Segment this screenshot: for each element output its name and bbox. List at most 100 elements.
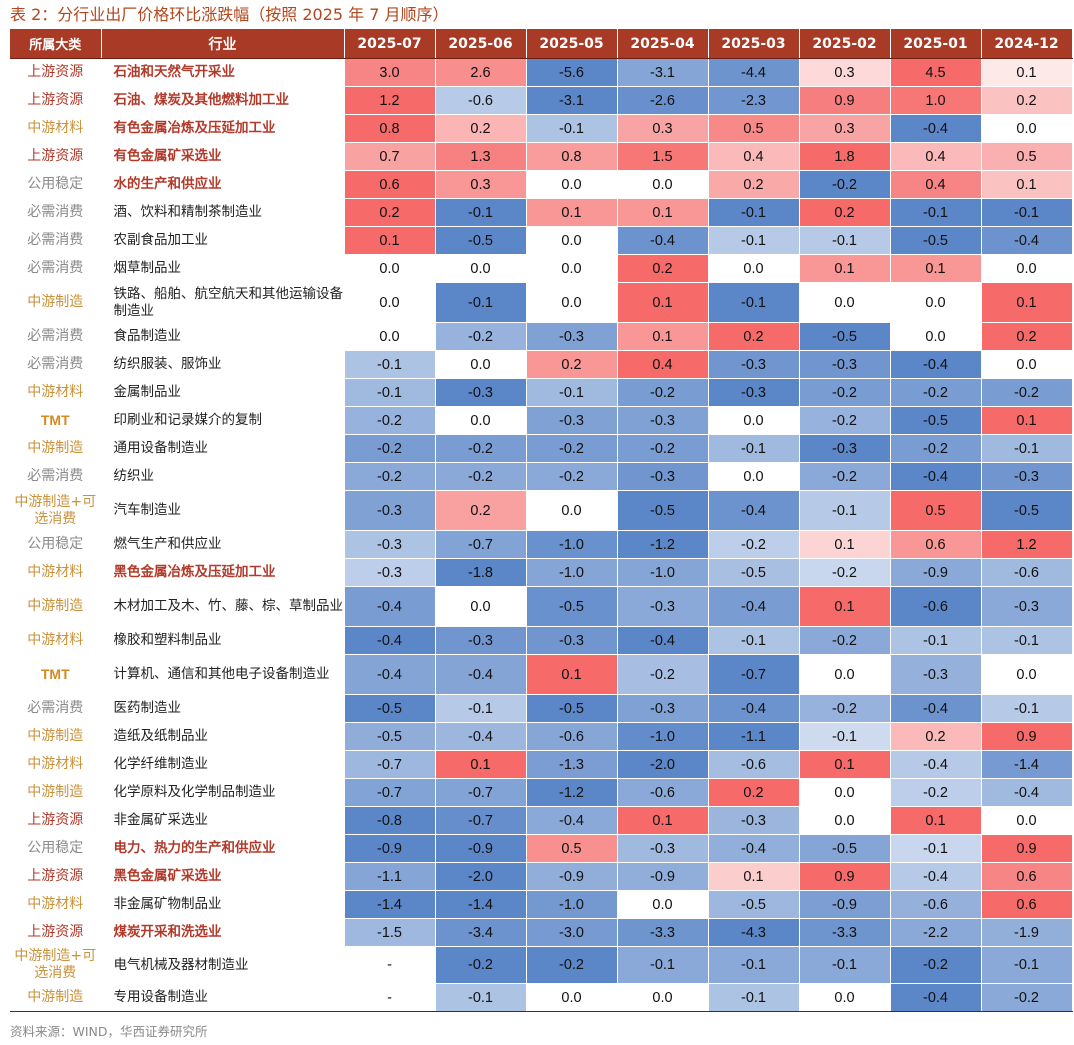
value-cell: -0.5 xyxy=(708,890,800,919)
value-cell: -0.6 xyxy=(981,558,1073,587)
value-cell: -0.3 xyxy=(799,434,891,463)
table-row: 中游材料 有色金属冶炼及压延加工业 0.8 0.2 -0.1 0.3 0.5 0.3 -0.4 0… xyxy=(10,114,1073,143)
value-cell: -0.6 xyxy=(890,586,982,627)
industry-cell: 金属制品业 xyxy=(101,378,345,407)
value-cell: -0.7 xyxy=(435,530,527,559)
month-column-header: 2025-03 xyxy=(708,29,800,59)
value-cell: -0.1 xyxy=(981,694,1073,723)
category-cell: 上游资源 xyxy=(10,142,102,171)
value-cell: -0.1 xyxy=(708,626,800,655)
value-cell: -0.4 xyxy=(344,626,436,655)
value-cell: -0.3 xyxy=(617,406,709,435)
value-cell: -0.1 xyxy=(435,694,527,723)
value-cell: -0.4 xyxy=(617,626,709,655)
table-row: 上游资源 有色金属矿采选业 0.7 1.3 0.8 1.5 0.4 1.8 0.4 0.5 xyxy=(10,142,1073,171)
category-cell: 必需消费 xyxy=(10,322,102,351)
value-cell: 0.4 xyxy=(617,350,709,379)
industry-cell: 非金属矿采选业 xyxy=(101,806,345,835)
month-column-header: 2024-12 xyxy=(981,29,1073,59)
value-cell: 0.0 xyxy=(981,254,1073,283)
table-row: 中游制造 化学原料及化学制品制造业 -0.7 -0.7 -1.2 -0.6 0.2 0.0 -0… xyxy=(10,778,1073,807)
month-column-header: 2025-05 xyxy=(526,29,618,59)
category-cell: 中游材料 xyxy=(10,378,102,407)
value-cell: 0.2 xyxy=(981,86,1073,115)
value-cell: -1.0 xyxy=(526,558,618,587)
value-cell: -0.4 xyxy=(435,722,527,751)
value-cell: -0.3 xyxy=(799,350,891,379)
table-row: 必需消费 酒、饮料和精制茶制造业 0.2 -0.1 0.1 0.1 -0.1 0.2 -0.1-… xyxy=(10,198,1073,227)
value-cell: -0.1 xyxy=(890,626,982,655)
table-row: 必需消费 医药制造业 -0.5 -0.1 -0.5 -0.3 -0.4 -0.2 -0.4 -0.… xyxy=(10,694,1073,723)
value-cell: 1.3 xyxy=(435,142,527,171)
value-cell: -0.2 xyxy=(435,946,527,984)
category-cell: 公用稳定 xyxy=(10,170,102,199)
table-row: 必需消费 农副食品加工业 0.1 -0.5 0.0 -0.4 -0.1 -0.1 -0.5 -0.… xyxy=(10,226,1073,255)
value-cell: -4.3 xyxy=(708,918,800,947)
table-row: TMT 计算机、通信和其他电子设备制造业 -0.4 -0.4 0.1 -0.2 -0.7 0.… xyxy=(10,654,1073,695)
category-column-header: 所属大类 xyxy=(10,29,102,59)
table-row: 上游资源 非金属矿采选业 -0.8 -0.7 -0.4 0.1 -0.3 0.0 0.1 0.0 xyxy=(10,806,1073,835)
value-cell: -0.4 xyxy=(890,862,982,891)
industry-cell: 黑色金属冶炼及压延加工业 xyxy=(101,558,345,587)
table-row: 中游材料 橡胶和塑料制品业 -0.4 -0.3 -0.3 -0.4 -0.1 -0.2 -0.1… xyxy=(10,626,1073,655)
value-cell: -0.3 xyxy=(708,378,800,407)
value-cell: -0.1 xyxy=(526,114,618,143)
value-cell: -0.3 xyxy=(708,350,800,379)
industry-cell: 非金属矿物制品业 xyxy=(101,890,345,919)
value-cell: 0.0 xyxy=(799,282,891,323)
value-cell: -1.8 xyxy=(435,558,527,587)
value-cell: 0.0 xyxy=(617,890,709,919)
value-cell: 0.0 xyxy=(526,490,618,531)
value-cell: 1.5 xyxy=(617,142,709,171)
value-cell: -0.3 xyxy=(617,462,709,491)
value-cell: 0.0 xyxy=(799,778,891,807)
value-cell: 1.2 xyxy=(981,530,1073,559)
value-cell: 0.0 xyxy=(981,806,1073,835)
value-cell: -0.3 xyxy=(526,406,618,435)
value-cell: 0.0 xyxy=(617,170,709,199)
table-row: 上游资源 石油、煤炭及其他燃料加工业 1.2 -0.6 -3.1 -2.6 -2.3 0.9 1… xyxy=(10,86,1073,115)
category-cell: 必需消费 xyxy=(10,198,102,227)
table-row: 中游制造 铁路、船舶、航空航天和其他运输设备制造业 0.0 -0.1 0.0 0.1 -0.… xyxy=(10,282,1073,323)
value-cell: -0.1 xyxy=(799,946,891,984)
value-cell: -0.1 xyxy=(617,946,709,984)
value-cell: 0.5 xyxy=(526,834,618,863)
value-cell: -3.1 xyxy=(617,58,709,87)
value-cell: 0.1 xyxy=(344,226,436,255)
value-cell: -0.2 xyxy=(799,558,891,587)
industry-cell: 有色金属冶炼及压延加工业 xyxy=(101,114,345,143)
value-cell: 0.1 xyxy=(617,282,709,323)
value-cell: 0.0 xyxy=(344,254,436,283)
value-cell: -0.1 xyxy=(708,946,800,984)
value-cell: -0.3 xyxy=(526,626,618,655)
value-cell: -0.5 xyxy=(799,834,891,863)
price-change-table: 所属大类 行业 2025-07 2025-06 2025-05 2025-04 … xyxy=(10,29,1073,1012)
industry-cell: 有色金属矿采选业 xyxy=(101,142,345,171)
value-cell: 0.2 xyxy=(890,722,982,751)
value-cell: -2.0 xyxy=(617,750,709,779)
value-cell: 0.6 xyxy=(344,170,436,199)
value-cell: 0.0 xyxy=(617,983,709,1012)
value-cell: 0.3 xyxy=(799,114,891,143)
value-cell: -2.6 xyxy=(617,86,709,115)
value-cell: 0.9 xyxy=(799,862,891,891)
value-cell: 0.0 xyxy=(708,254,800,283)
category-cell: 必需消费 xyxy=(10,462,102,491)
month-column-header: 2025-07 xyxy=(344,29,436,59)
value-cell: -0.4 xyxy=(890,114,982,143)
value-cell: 0.0 xyxy=(981,350,1073,379)
value-cell: 0.2 xyxy=(617,254,709,283)
month-column-header: 2025-04 xyxy=(617,29,709,59)
value-cell: -0.4 xyxy=(344,586,436,627)
value-cell: -2.2 xyxy=(890,918,982,947)
category-cell: 中游材料 xyxy=(10,626,102,655)
source-note: 资料来源：WIND，华西证券研究所 xyxy=(10,1024,208,1039)
industry-cell: 水的生产和供应业 xyxy=(101,170,345,199)
value-cell: 0.0 xyxy=(344,322,436,351)
industry-cell: 食品制造业 xyxy=(101,322,345,351)
value-cell: -0.4 xyxy=(890,462,982,491)
value-cell: -1.5 xyxy=(344,918,436,947)
value-cell: -0.2 xyxy=(344,434,436,463)
category-cell: 中游材料 xyxy=(10,890,102,919)
category-cell: TMT xyxy=(10,654,102,695)
